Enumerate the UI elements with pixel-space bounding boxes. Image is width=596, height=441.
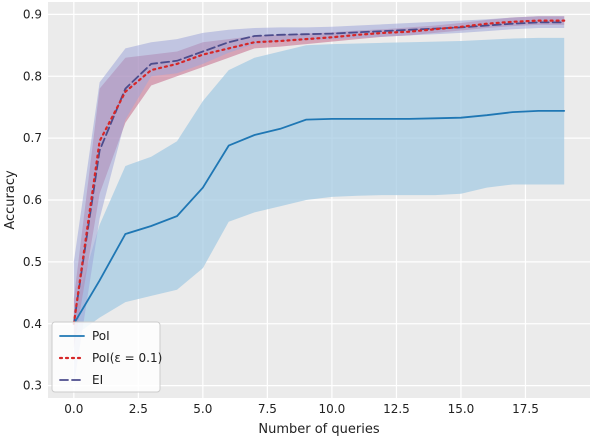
series-1-line [72, 19, 566, 325]
x-axis-label: Number of queries [258, 422, 379, 437]
y-tick-label: 0.6 [23, 193, 42, 207]
legend-label-1: PoI(ε = 0.1) [92, 351, 162, 365]
y-tick-label: 0.3 [23, 379, 42, 393]
y-tick-label: 0.5 [23, 255, 42, 269]
legend-label-2: EI [92, 373, 103, 387]
x-tick-label: 17.5 [512, 402, 539, 416]
y-tick-label: 0.7 [23, 131, 42, 145]
legend-box [51, 321, 161, 393]
series-2-confidence-band [73, 16, 565, 386]
x-tick-label: 15.0 [448, 402, 475, 416]
y-tick-label: 0.8 [23, 69, 42, 83]
legend: PoI PoI(ε = 0.1) EI [51, 321, 162, 393]
x-tick-label: 0.0 [64, 402, 83, 416]
series-2-line [72, 21, 566, 325]
y-tick-label: 0.9 [23, 7, 42, 21]
y-tick-label: 0.4 [23, 317, 42, 331]
series-0-line [72, 110, 566, 325]
x-tick-label: 5.0 [193, 402, 212, 416]
legend-label-0: PoI [92, 329, 110, 343]
y-axis-label: Accuracy [3, 170, 18, 230]
x-tick-label: 10.0 [319, 402, 346, 416]
series-0-confidence-band [73, 37, 565, 337]
x-tick-label: 2.5 [129, 402, 148, 416]
x-tick-label: 12.5 [383, 402, 410, 416]
x-tick-label: 7.5 [258, 402, 277, 416]
